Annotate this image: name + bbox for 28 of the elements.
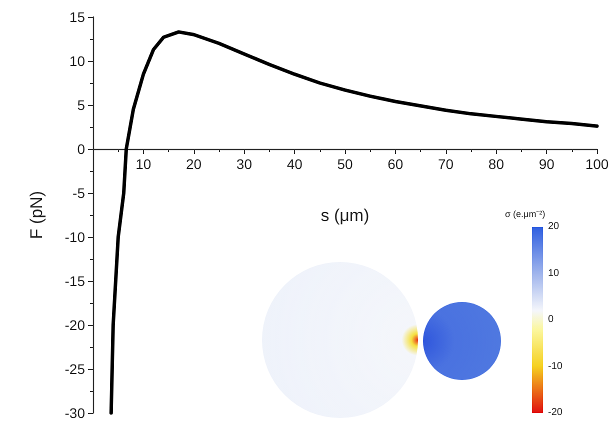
x-tick-label: 80 bbox=[488, 156, 504, 172]
x-axis-title: s (μm) bbox=[320, 206, 370, 225]
x-tick-label: 100 bbox=[585, 156, 609, 172]
y-tick-label: 15 bbox=[69, 9, 86, 25]
y-tick-label: -10 bbox=[64, 229, 86, 245]
y-tick-label: 5 bbox=[77, 97, 86, 113]
x-tick-label: 70 bbox=[438, 156, 454, 172]
x-tick-label: 90 bbox=[538, 156, 555, 172]
y-tick-label: 0 bbox=[77, 141, 86, 157]
x-tick-label: 50 bbox=[337, 156, 353, 172]
y-tick-label: -5 bbox=[72, 185, 86, 201]
annotation: -10 bbox=[548, 360, 562, 372]
x-tick-label: 60 bbox=[388, 156, 404, 172]
y-axis-title: F (pN) bbox=[27, 190, 46, 240]
x-tick-label: 10 bbox=[136, 156, 152, 172]
y-tick-label: -30 bbox=[64, 405, 86, 421]
x-tick-label: 30 bbox=[236, 156, 252, 172]
y-tick-label: -15 bbox=[64, 273, 86, 289]
annotation: 0 bbox=[548, 314, 554, 325]
x-tick-label: 20 bbox=[186, 156, 202, 172]
y-tick-label: -20 bbox=[64, 317, 86, 333]
annotation: σ (e.μm⁻²) bbox=[505, 208, 546, 220]
y-tick-label: -25 bbox=[64, 361, 86, 377]
x-tick-label: 40 bbox=[286, 156, 303, 172]
annotation: 20 bbox=[548, 221, 560, 232]
annotation: 10 bbox=[548, 268, 560, 278]
annotation: -20 bbox=[548, 407, 562, 418]
y-tick-label: 10 bbox=[69, 53, 86, 69]
